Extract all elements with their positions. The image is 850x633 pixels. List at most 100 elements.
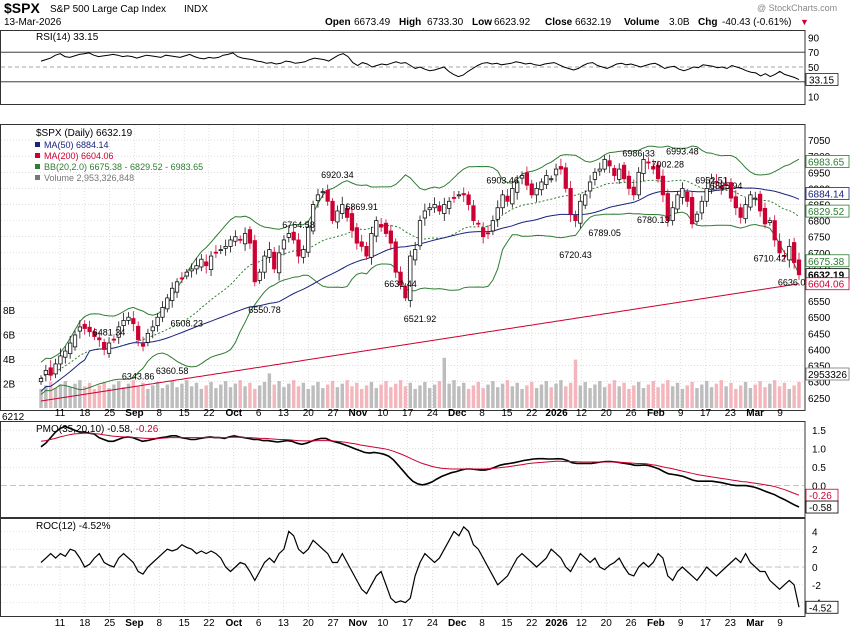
chg-value: -40.43 (-0.61%): [722, 17, 791, 28]
x-tick-label: Oct: [225, 618, 242, 629]
candle-body: [733, 196, 738, 209]
candle-body: [519, 175, 525, 179]
price-y-tick: 6550: [808, 297, 831, 308]
price-y-tick: 6750: [808, 233, 831, 244]
volume-bar: [622, 382, 626, 408]
candle-body: [442, 204, 447, 214]
candle-body: [369, 233, 374, 258]
candle-body: [276, 252, 282, 274]
candle-body: [694, 213, 700, 222]
candle-body: [738, 207, 743, 218]
volume-bar: [481, 388, 485, 408]
volume-bar: [437, 381, 442, 408]
volume-bar: [573, 359, 578, 408]
roc-line: [40, 525, 800, 608]
price-right-tag-box: [805, 204, 850, 218]
price-annotation: 6885.94: [710, 181, 743, 191]
x-tick-label: 9: [777, 408, 783, 419]
volume-bar: [117, 381, 121, 408]
candle-body: [272, 251, 277, 270]
volume-bar: [612, 380, 617, 408]
candle-body: [592, 171, 598, 180]
volume-bar: [262, 381, 267, 408]
open-label: Open: [325, 17, 351, 28]
volume-bar: [243, 386, 247, 408]
candle-body: [583, 194, 588, 206]
volume-bar: [228, 387, 233, 408]
volume-bar: [724, 386, 728, 408]
volume-bar: [568, 382, 573, 408]
volume-bar: [602, 387, 607, 408]
candle-body: [437, 205, 442, 212]
volume-bar: [374, 388, 378, 408]
volume-bar: [476, 381, 481, 408]
volume-bar: [549, 387, 553, 408]
candle-body: [597, 168, 602, 172]
x-tick-label: 9: [678, 618, 684, 629]
volume-bar: [272, 384, 276, 408]
watermark: @ StockCharts.com: [757, 3, 837, 13]
pmo-signal-value: -0.26: [136, 424, 159, 435]
price-right-tag-box: [805, 155, 850, 168]
volume-bar: [301, 382, 306, 408]
candle-body: [403, 285, 408, 299]
volume-bar: [564, 386, 568, 408]
rsi-last-tag-box: [805, 73, 839, 86]
candle-body: [680, 188, 685, 198]
legend-swatch: [35, 142, 40, 147]
candle-body: [471, 205, 476, 222]
x-tick-label: Dec: [448, 408, 467, 419]
x-tick-label: 22: [203, 618, 215, 629]
x-tick-label: 11: [55, 408, 66, 419]
volume-bar: [189, 386, 194, 408]
candle-body: [72, 334, 78, 348]
roc-last-tag: -4.52: [809, 603, 832, 614]
candle-body: [106, 342, 112, 354]
candle-body: [539, 181, 544, 191]
pmo-y-tick: 0.0: [812, 482, 826, 493]
volume-bar: [544, 381, 549, 408]
candle-body: [719, 185, 724, 189]
volume-bar: [44, 385, 48, 408]
volume-bar: [408, 382, 413, 408]
x-tick-label: Mar: [746, 618, 764, 629]
candle-body: [777, 240, 782, 254]
x-tick-label: Sep: [125, 618, 143, 629]
x-tick-label: 24: [427, 408, 439, 419]
candle-body: [495, 207, 500, 220]
candle-body: [549, 178, 554, 181]
x-tick-label: 8: [157, 408, 163, 419]
x-tick-label: 27: [328, 618, 340, 629]
legend-label: Volume 2,953,326,848: [44, 173, 134, 183]
volume-bar: [666, 380, 670, 408]
candle-body: [199, 258, 204, 268]
price-annotation: 6550.78: [248, 305, 281, 315]
candle-body: [753, 197, 758, 200]
volume-bar: [700, 384, 704, 408]
security-name: S&P 500 Large Cap Index: [50, 4, 166, 15]
x-tick-label: 15: [179, 618, 191, 629]
candle-body: [218, 249, 223, 252]
volume-bar: [384, 381, 388, 408]
volume-bar: [704, 381, 709, 408]
candle-body: [97, 337, 102, 341]
volume-bar: [287, 383, 291, 408]
volume-bar: [525, 385, 529, 408]
exchange-label: INDX: [184, 4, 208, 15]
volume-right-tag: 2953326: [808, 370, 847, 381]
volume-bar: [748, 388, 753, 408]
volume-bar: [583, 381, 587, 408]
candle-body: [660, 175, 666, 196]
volume-bar: [690, 381, 694, 408]
volume-bar: [291, 380, 296, 408]
candle-body: [379, 224, 384, 228]
volume-bar: [199, 388, 204, 408]
x-tick-label: Mar: [746, 408, 764, 419]
volume-bar: [462, 382, 466, 408]
pmo-y-tick: 1.5: [812, 426, 826, 437]
low-value: 6623.92: [494, 17, 531, 28]
volume-bar: [515, 382, 519, 408]
price-right-tag-box: [805, 187, 850, 200]
price-y-tick: 6450: [808, 329, 831, 340]
candle-body: [587, 181, 593, 192]
